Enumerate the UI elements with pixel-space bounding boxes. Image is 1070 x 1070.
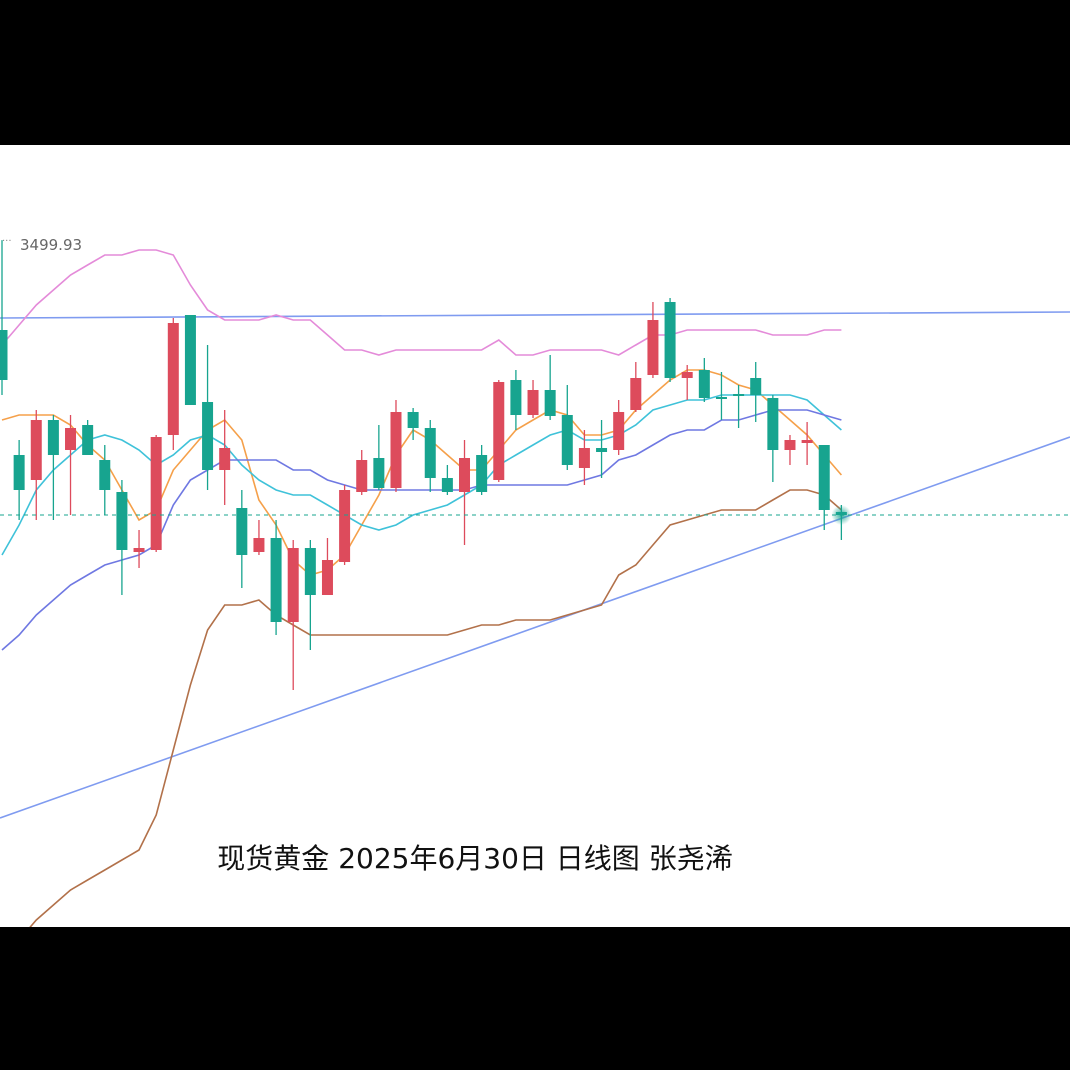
candle-body bbox=[578, 448, 590, 468]
candle-body bbox=[13, 455, 25, 490]
candle-body bbox=[219, 448, 231, 470]
candle-body bbox=[99, 460, 111, 490]
candle-body bbox=[184, 315, 196, 405]
plot-background bbox=[0, 145, 1070, 927]
candle-body bbox=[801, 440, 813, 443]
candle-body bbox=[304, 548, 316, 595]
candle-body bbox=[253, 538, 265, 552]
candle-body bbox=[818, 445, 830, 510]
candle-body bbox=[493, 382, 505, 480]
candle-body bbox=[373, 458, 385, 488]
candle-body bbox=[664, 302, 676, 378]
candle-body bbox=[116, 492, 128, 550]
candle-body bbox=[202, 402, 214, 470]
high-leader: ··· bbox=[2, 236, 12, 247]
candle-body bbox=[0, 330, 8, 380]
candle-body bbox=[613, 412, 625, 450]
candle-body bbox=[544, 390, 556, 416]
candle-body bbox=[407, 412, 419, 428]
candle-body bbox=[236, 508, 248, 555]
candle-body bbox=[784, 440, 796, 450]
candle-body bbox=[30, 420, 42, 480]
candle-body bbox=[510, 380, 522, 415]
candle-body bbox=[767, 398, 779, 450]
resistance-line bbox=[0, 311, 1070, 319]
candle-body bbox=[647, 320, 659, 375]
candle-body bbox=[596, 448, 608, 452]
candle-body bbox=[167, 323, 179, 435]
candle-body bbox=[390, 412, 402, 488]
candle-body bbox=[270, 538, 282, 622]
high-label: 3499.93 bbox=[20, 236, 82, 254]
candle-body bbox=[527, 390, 539, 415]
candle-body bbox=[681, 372, 693, 378]
plot-area bbox=[0, 240, 1070, 927]
candle-body bbox=[630, 378, 642, 410]
candle-body bbox=[82, 425, 94, 455]
trend-line bbox=[0, 436, 1070, 819]
indicator-line bbox=[1, 409, 842, 651]
candle-body bbox=[287, 548, 299, 622]
candle-body bbox=[321, 560, 333, 595]
candle-body bbox=[65, 428, 77, 450]
candle-body bbox=[715, 397, 727, 399]
candle-body bbox=[733, 394, 745, 396]
indicator-line bbox=[1, 249, 842, 356]
candle-body bbox=[150, 437, 162, 550]
candle-body bbox=[47, 420, 59, 455]
chart-title: 现货黄金 2025年6月30日 日线图 张尧浠 bbox=[217, 842, 732, 875]
candle-body bbox=[356, 460, 368, 492]
last-price-glow bbox=[831, 505, 852, 525]
candle-body bbox=[424, 428, 436, 478]
candle-body bbox=[750, 378, 762, 395]
candle-body bbox=[561, 415, 573, 465]
candle-body bbox=[459, 458, 471, 492]
indicator-line bbox=[1, 394, 842, 556]
candle-body bbox=[133, 548, 145, 552]
candle-body bbox=[441, 478, 453, 492]
candle-body bbox=[698, 370, 710, 398]
candle-body bbox=[476, 455, 488, 492]
candle-body bbox=[339, 490, 351, 562]
indicator-line bbox=[29, 489, 842, 927]
